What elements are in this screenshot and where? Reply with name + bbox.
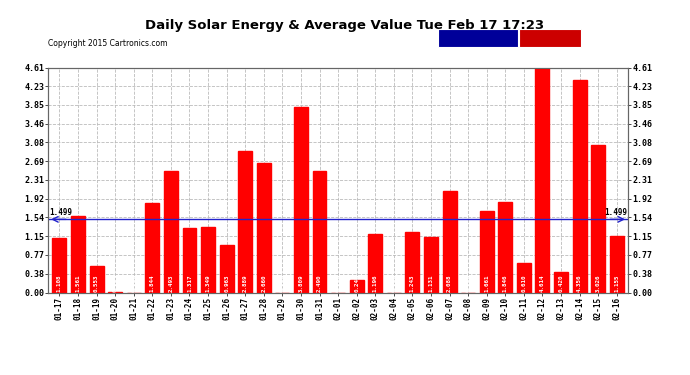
Bar xyxy=(517,263,531,292)
Bar xyxy=(164,171,178,292)
Text: 0.963: 0.963 xyxy=(224,274,229,292)
Text: 1.155: 1.155 xyxy=(614,274,619,292)
Text: 0.000: 0.000 xyxy=(280,274,285,292)
Bar xyxy=(424,237,438,292)
Text: 3.026: 3.026 xyxy=(595,274,601,292)
Bar xyxy=(498,202,512,292)
Text: 2.889: 2.889 xyxy=(243,274,248,292)
Text: 0.610: 0.610 xyxy=(522,274,526,292)
Bar xyxy=(573,80,586,292)
Text: 2.660: 2.660 xyxy=(262,274,266,292)
Text: 0.000: 0.000 xyxy=(466,274,471,292)
Bar xyxy=(591,145,605,292)
Text: Copyright 2015 Cartronics.com: Copyright 2015 Cartronics.com xyxy=(48,39,168,48)
Bar xyxy=(294,106,308,292)
Text: 2.490: 2.490 xyxy=(317,274,322,292)
Bar xyxy=(554,272,568,292)
Text: 1.561: 1.561 xyxy=(75,274,81,292)
Text: Daily  ($): Daily ($) xyxy=(528,34,572,41)
Text: 0.000: 0.000 xyxy=(391,274,396,292)
Text: 2.088: 2.088 xyxy=(447,274,452,292)
Text: 3.809: 3.809 xyxy=(299,274,304,292)
Bar xyxy=(201,226,215,292)
Text: 1.196: 1.196 xyxy=(373,274,377,292)
Text: 0.248: 0.248 xyxy=(354,274,359,292)
Text: 1.499: 1.499 xyxy=(604,208,627,217)
Bar xyxy=(535,67,549,292)
Text: 2.493: 2.493 xyxy=(168,274,173,292)
Bar xyxy=(480,211,493,292)
Text: 0.000: 0.000 xyxy=(131,274,136,292)
Bar xyxy=(146,202,159,292)
Text: 1.131: 1.131 xyxy=(428,274,433,292)
Text: 4.356: 4.356 xyxy=(577,274,582,292)
Bar xyxy=(219,246,234,292)
Bar xyxy=(442,190,457,292)
Bar xyxy=(406,232,420,292)
Bar xyxy=(238,152,252,292)
Text: 1.846: 1.846 xyxy=(503,274,508,292)
Text: 0.004: 0.004 xyxy=(112,274,118,292)
Text: 1.349: 1.349 xyxy=(206,274,210,292)
Bar xyxy=(610,236,624,292)
Bar xyxy=(368,234,382,292)
Bar xyxy=(90,266,104,292)
Text: 4.614: 4.614 xyxy=(540,274,545,292)
Text: 0.420: 0.420 xyxy=(558,274,564,292)
Text: 1.661: 1.661 xyxy=(484,274,489,292)
Text: Average  ($): Average ($) xyxy=(451,35,504,41)
Text: 1.499: 1.499 xyxy=(49,208,72,217)
Bar xyxy=(71,216,85,292)
Bar xyxy=(257,163,270,292)
Text: 1.108: 1.108 xyxy=(57,274,62,292)
Bar xyxy=(183,228,197,292)
Text: 0.000: 0.000 xyxy=(335,274,341,292)
Bar xyxy=(52,238,66,292)
Text: 1.844: 1.844 xyxy=(150,274,155,292)
Bar xyxy=(350,280,364,292)
Text: 0.553: 0.553 xyxy=(94,274,99,292)
Bar xyxy=(313,171,326,292)
Text: 1.317: 1.317 xyxy=(187,274,192,292)
Text: 1.243: 1.243 xyxy=(410,274,415,292)
Text: Daily Solar Energy & Average Value Tue Feb 17 17:23: Daily Solar Energy & Average Value Tue F… xyxy=(146,19,544,32)
